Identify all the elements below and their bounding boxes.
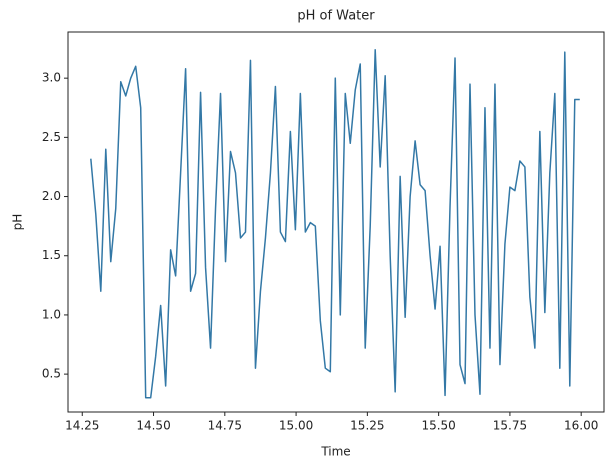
x-tick-label: 15.25 xyxy=(350,419,384,433)
x-tick-label: 15.00 xyxy=(279,419,313,433)
y-tick-label: 2.5 xyxy=(42,130,61,144)
plot-frame xyxy=(67,31,605,413)
x-tick-label: 15.50 xyxy=(421,419,455,433)
y-tick-label: 0.5 xyxy=(42,367,61,381)
y-axis-label: pH xyxy=(11,214,25,231)
x-axis-label: Time xyxy=(320,445,350,459)
x-tick-label: 14.75 xyxy=(208,419,242,433)
x-tick-label: 14.50 xyxy=(136,419,170,433)
y-tick-label: 3.0 xyxy=(42,71,61,85)
x-tick-label: 16.00 xyxy=(564,419,598,433)
chart-title: pH of Water xyxy=(297,9,375,24)
data-line xyxy=(90,49,580,399)
y-tick-label: 2.0 xyxy=(42,189,61,203)
x-tick-label: 15.75 xyxy=(493,419,527,433)
y-tick-label: 1.0 xyxy=(42,307,61,321)
x-tick-label: 14.25 xyxy=(65,419,99,433)
y-tick-label: 1.5 xyxy=(42,248,61,262)
